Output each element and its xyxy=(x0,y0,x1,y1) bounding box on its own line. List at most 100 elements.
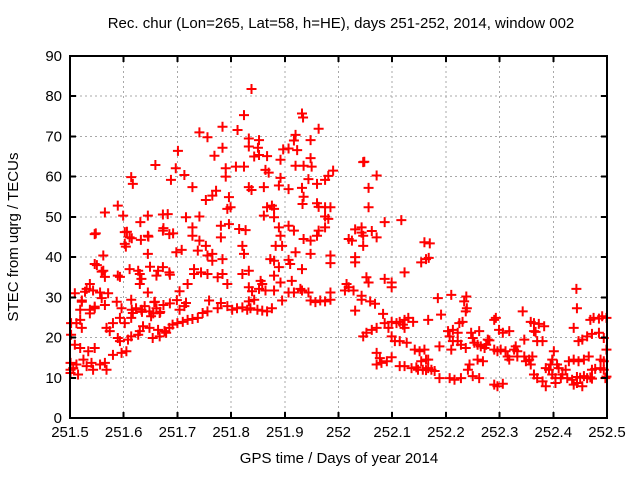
data-point xyxy=(144,306,155,317)
data-point xyxy=(167,319,178,330)
data-point xyxy=(192,312,203,323)
data-point xyxy=(361,272,372,283)
data-point xyxy=(143,231,154,242)
data-point xyxy=(376,357,387,368)
data-point xyxy=(586,328,597,339)
data-point xyxy=(207,190,218,201)
data-point xyxy=(434,373,445,384)
data-point xyxy=(356,294,367,305)
data-point xyxy=(215,297,226,308)
data-point xyxy=(197,308,208,319)
data-point xyxy=(495,344,506,355)
data-point xyxy=(577,381,588,392)
data-point xyxy=(423,314,434,325)
data-point xyxy=(371,359,382,370)
data-point xyxy=(209,150,220,161)
data-point xyxy=(553,363,564,374)
x-tick-label: 252 xyxy=(326,424,351,441)
data-point xyxy=(408,316,419,327)
data-point xyxy=(263,167,274,178)
data-point xyxy=(434,341,445,352)
data-point xyxy=(204,295,215,306)
data-point xyxy=(122,334,133,345)
data-point xyxy=(126,294,137,305)
data-point xyxy=(339,285,350,296)
data-point xyxy=(273,180,284,191)
data-point xyxy=(103,288,114,299)
data-point xyxy=(240,225,251,236)
data-point xyxy=(222,279,233,290)
data-point xyxy=(96,266,107,277)
data-point xyxy=(99,207,110,218)
data-point xyxy=(207,255,218,266)
data-point xyxy=(366,324,377,335)
data-point xyxy=(194,235,205,246)
data-point xyxy=(399,322,410,333)
data-point xyxy=(288,135,299,146)
data-point xyxy=(573,356,584,367)
data-point xyxy=(275,277,286,288)
data-point xyxy=(533,318,544,329)
data-point xyxy=(107,349,118,360)
data-point xyxy=(466,327,477,338)
data-point xyxy=(285,258,296,269)
y-tick-label: 10 xyxy=(45,370,62,387)
data-point xyxy=(305,235,316,246)
data-point xyxy=(73,369,84,380)
data-point xyxy=(158,299,169,310)
data-point xyxy=(396,215,407,226)
data-point xyxy=(202,269,213,280)
data-point xyxy=(560,364,571,375)
x-tick-label: 251.9 xyxy=(266,424,304,441)
x-axis-label: GPS time / Days of year 2014 xyxy=(240,450,438,467)
data-point xyxy=(99,271,110,282)
data-point xyxy=(525,359,536,370)
data-point xyxy=(260,285,271,296)
data-point xyxy=(305,135,316,146)
data-point xyxy=(223,192,234,203)
data-point xyxy=(134,279,145,290)
data-point xyxy=(363,202,374,213)
data-point xyxy=(170,163,181,174)
data-point xyxy=(258,182,269,193)
data-point xyxy=(179,170,190,181)
data-point xyxy=(243,296,254,307)
data-point xyxy=(262,151,273,162)
data-point xyxy=(202,132,213,143)
data-point xyxy=(273,222,284,233)
data-point xyxy=(305,295,316,306)
data-point xyxy=(562,373,573,384)
data-point xyxy=(187,230,198,241)
data-point xyxy=(283,184,294,195)
data-point xyxy=(88,364,99,375)
data-point xyxy=(527,351,538,362)
data-point xyxy=(147,332,158,343)
data-point xyxy=(142,248,153,259)
data-point xyxy=(416,356,427,367)
data-point xyxy=(262,202,273,213)
data-point xyxy=(96,293,107,304)
x-tick-label: 252.4 xyxy=(535,424,573,441)
data-point xyxy=(474,373,485,384)
data-point xyxy=(358,240,369,251)
data-point xyxy=(423,354,434,365)
data-point xyxy=(76,322,87,333)
data-point xyxy=(238,110,249,121)
data-point xyxy=(366,225,377,236)
data-point xyxy=(144,322,155,333)
data-point xyxy=(504,326,515,337)
data-point xyxy=(386,282,397,293)
data-point xyxy=(112,200,123,211)
data-point xyxy=(292,145,303,156)
data-point xyxy=(593,327,604,338)
data-point xyxy=(474,326,485,337)
data-point xyxy=(164,269,175,280)
data-point xyxy=(379,273,390,284)
data-point xyxy=(126,172,137,183)
data-point xyxy=(283,220,294,231)
data-point xyxy=(489,314,500,325)
data-point xyxy=(112,332,123,343)
data-point xyxy=(432,293,443,304)
data-point xyxy=(114,271,125,282)
data-point xyxy=(177,316,188,327)
